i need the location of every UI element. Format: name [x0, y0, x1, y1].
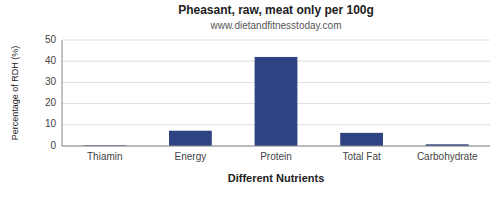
y-tick-label: 30: [45, 76, 57, 87]
y-axis-title: Percentage of RDH (%): [10, 46, 20, 141]
x-axis-title: Different Nutrients: [228, 172, 325, 184]
y-tick-label: 50: [45, 34, 57, 45]
grid-line: [62, 146, 490, 147]
x-tick-label: Carbohydrate: [417, 151, 478, 162]
chart: 0 10 20 30 40 50 Thiamin Energy Protein Total Fat…: [0, 0, 500, 200]
bars: [83, 57, 468, 146]
bar: [169, 131, 212, 146]
page: {"chart_data": {"type": "bar", "title": …: [0, 0, 500, 200]
x-tick-label: Thiamin: [87, 151, 123, 162]
x-axis-line: [62, 146, 490, 147]
grid-line: [62, 40, 490, 41]
y-tick-label: 40: [45, 55, 57, 66]
bar: [340, 133, 383, 146]
x-tick-label: Protein: [260, 151, 292, 162]
x-axis: Thiamin Energy Protein Total Fat Carbohydrat…: [87, 151, 478, 162]
y-tick-label: 10: [45, 118, 57, 129]
title: Pheasant, raw, meat only per 100g: [178, 3, 374, 17]
chart-container: 0 10 20 30 40 50 Thiamin Energy Protein Total Fat…: [0, 0, 500, 200]
y-tick-label: 0: [50, 140, 56, 151]
x-tick-label: Total Fat: [342, 151, 381, 162]
bar: [255, 57, 298, 146]
y-axis: 0 10 20 30 40 50: [45, 34, 57, 151]
grid: [62, 40, 490, 146]
subtitle: www.dietandfitnesstoday.com: [210, 20, 342, 31]
y-axis-line: [62, 40, 63, 146]
y-tick-label: 20: [45, 97, 57, 108]
x-tick-label: Energy: [175, 151, 207, 162]
